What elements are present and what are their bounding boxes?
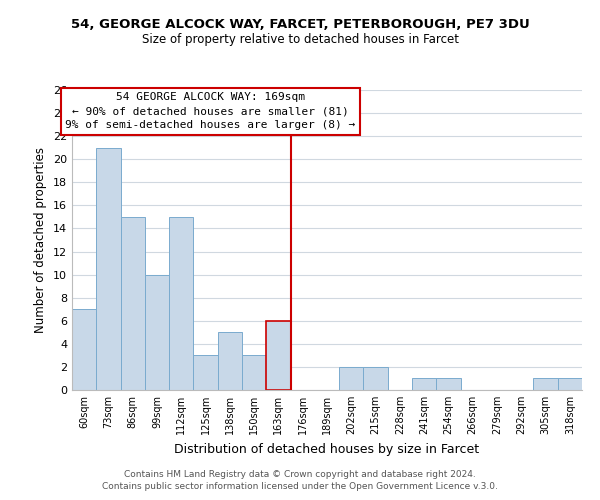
Bar — [558, 378, 582, 390]
Text: 54, GEORGE ALCOCK WAY, FARCET, PETERBOROUGH, PE7 3DU: 54, GEORGE ALCOCK WAY, FARCET, PETERBORO… — [71, 18, 529, 30]
X-axis label: Distribution of detached houses by size in Farcet: Distribution of detached houses by size … — [175, 442, 479, 456]
Bar — [242, 356, 266, 390]
Bar — [96, 148, 121, 390]
Bar — [218, 332, 242, 390]
Text: Contains HM Land Registry data © Crown copyright and database right 2024.: Contains HM Land Registry data © Crown c… — [124, 470, 476, 479]
Text: 54 GEORGE ALCOCK WAY: 169sqm
← 90% of detached houses are smaller (81)
9% of sem: 54 GEORGE ALCOCK WAY: 169sqm ← 90% of de… — [65, 92, 356, 130]
Bar — [364, 367, 388, 390]
Bar — [121, 217, 145, 390]
Bar — [339, 367, 364, 390]
Bar — [533, 378, 558, 390]
Text: Size of property relative to detached houses in Farcet: Size of property relative to detached ho… — [142, 32, 458, 46]
Bar — [169, 217, 193, 390]
Bar — [266, 321, 290, 390]
Bar — [436, 378, 461, 390]
Y-axis label: Number of detached properties: Number of detached properties — [34, 147, 47, 333]
Bar — [145, 274, 169, 390]
Text: Contains public sector information licensed under the Open Government Licence v.: Contains public sector information licen… — [102, 482, 498, 491]
Bar — [412, 378, 436, 390]
Bar — [193, 356, 218, 390]
Bar — [72, 309, 96, 390]
